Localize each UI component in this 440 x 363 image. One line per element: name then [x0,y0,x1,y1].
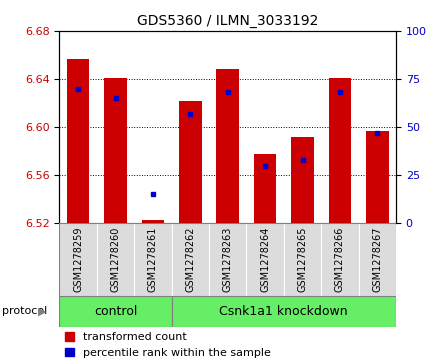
Bar [254,154,276,223]
Bar [246,223,284,296]
Text: GSM1278259: GSM1278259 [73,227,83,292]
Bar [172,296,396,327]
Text: GSM1278260: GSM1278260 [110,227,121,292]
Bar [104,78,127,223]
Bar [321,223,359,296]
Text: GSM1278262: GSM1278262 [185,227,195,292]
Bar [366,131,389,223]
Text: control: control [94,305,137,318]
Text: GSM1278263: GSM1278263 [223,227,233,292]
Text: GSM1278267: GSM1278267 [372,227,382,292]
Text: GSM1278264: GSM1278264 [260,227,270,292]
Bar [59,296,172,327]
Text: GSM1278266: GSM1278266 [335,227,345,292]
Legend: transformed count, percentile rank within the sample: transformed count, percentile rank withi… [65,332,271,358]
Bar [284,223,321,296]
Bar [134,223,172,296]
Text: Csnk1a1 knockdown: Csnk1a1 knockdown [220,305,348,318]
Bar [329,78,351,223]
Text: protocol: protocol [2,306,48,316]
Title: GDS5360 / ILMN_3033192: GDS5360 / ILMN_3033192 [137,15,319,28]
Text: GSM1278261: GSM1278261 [148,227,158,292]
Text: GSM1278265: GSM1278265 [297,227,308,292]
Bar [142,220,164,223]
Bar [67,58,89,223]
Bar [172,223,209,296]
Bar [216,69,239,223]
Bar [291,136,314,223]
Bar [359,223,396,296]
Bar [59,223,97,296]
Text: ▶: ▶ [37,306,46,316]
Bar [97,223,134,296]
Bar [179,101,202,223]
Bar [209,223,246,296]
